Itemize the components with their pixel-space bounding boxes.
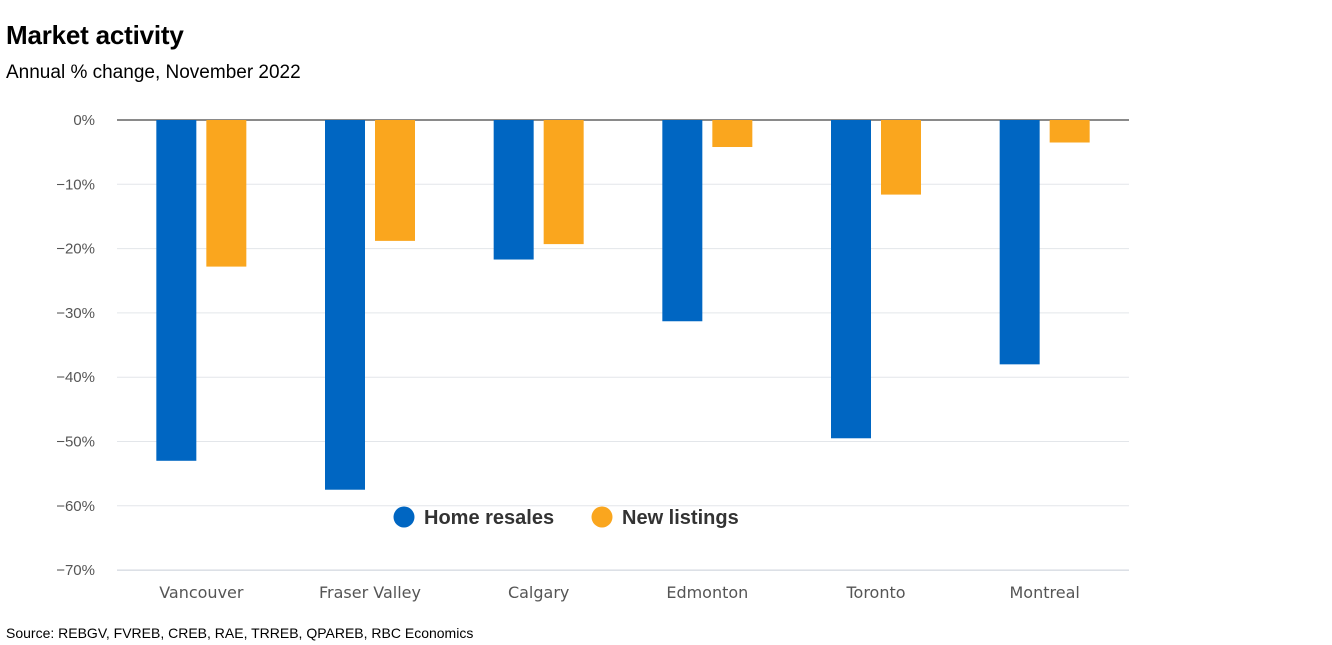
x-category-label: Toronto — [845, 583, 905, 602]
bar-home-resales-edmonton — [662, 120, 703, 322]
legend-swatch — [591, 506, 613, 528]
bars — [156, 120, 1090, 490]
y-axis-tick-labels: 0% −10% −20% −30% −40% −50% −60% −70% — [56, 112, 95, 579]
y-tick-label: −30% — [56, 305, 95, 322]
bar-home-resales-montreal — [999, 120, 1040, 365]
gridlines — [117, 119, 1129, 571]
y-tick-label: −60% — [56, 498, 95, 515]
y-tick-label: −40% — [56, 369, 95, 386]
x-category-label: Vancouver — [159, 583, 244, 602]
bar-new-listings-toronto — [881, 120, 921, 195]
x-category-label: Fraser Valley — [319, 583, 421, 602]
legend-swatch — [393, 506, 415, 528]
source-note: Source: REBGV, FVREB, CREB, RAE, TRREB, … — [6, 625, 474, 641]
bar-new-listings-montreal — [1049, 120, 1090, 143]
bar-new-listings-fraser-valley — [375, 120, 415, 241]
chart-subtitle: Annual % change, November 2022 — [6, 62, 301, 83]
bar-home-resales-calgary — [493, 120, 534, 260]
legend: Home resales New listings — [393, 506, 739, 529]
y-tick-label: −70% — [56, 562, 95, 579]
y-tick-label: −50% — [56, 434, 95, 451]
x-category-label: Calgary — [508, 583, 569, 602]
bar-chart: 0% −10% −20% −30% −40% −50% −60% −70% Vancouver… — [56, 112, 1129, 602]
legend-label: New listings — [622, 507, 739, 529]
legend-label: Home resales — [424, 507, 554, 529]
bar-new-listings-vancouver — [206, 120, 247, 267]
x-axis-category-labels: Vancouver Fraser Valley Calgary Edmonton Tor… — [159, 583, 1080, 602]
bar-home-resales-vancouver — [156, 120, 197, 461]
y-tick-label: −20% — [56, 241, 95, 258]
y-tick-label: −10% — [56, 176, 95, 193]
bar-new-listings-edmonton — [712, 120, 753, 148]
y-tick-label: 0% — [73, 112, 95, 129]
bar-new-listings-calgary — [543, 120, 584, 245]
x-category-label: Edmonton — [666, 583, 748, 602]
bar-home-resales-toronto — [831, 120, 871, 439]
bar-home-resales-fraser-valley — [325, 120, 365, 490]
x-category-label: Montreal — [1010, 583, 1080, 602]
chart-title: Market activity — [6, 20, 184, 50]
